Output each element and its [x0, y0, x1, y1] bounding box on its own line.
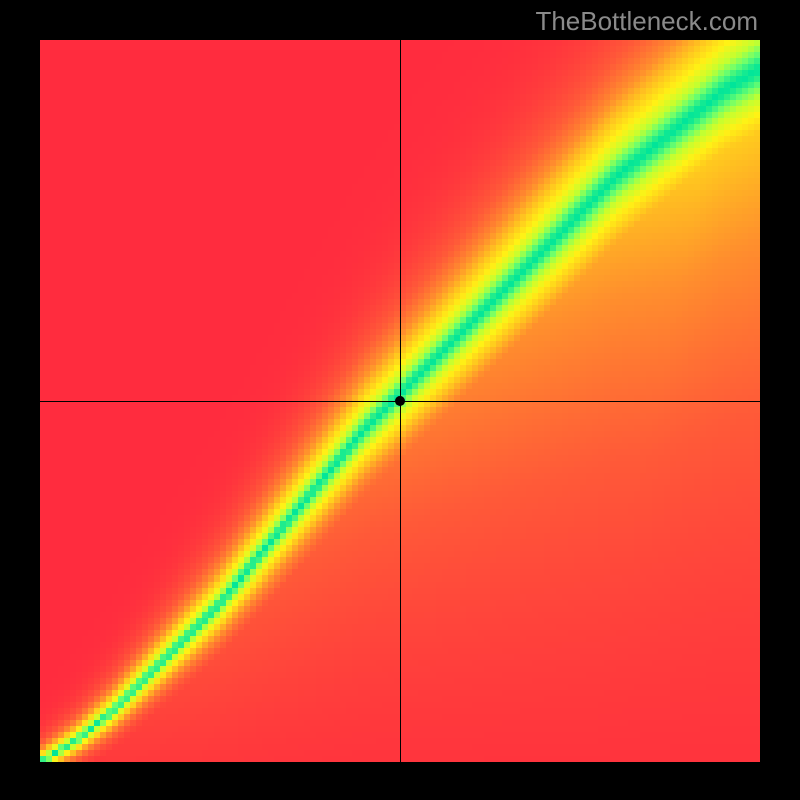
- chart-container: TheBottleneck.com: [0, 0, 800, 800]
- bottleneck-heatmap: [0, 0, 800, 800]
- watermark-text: TheBottleneck.com: [535, 6, 758, 37]
